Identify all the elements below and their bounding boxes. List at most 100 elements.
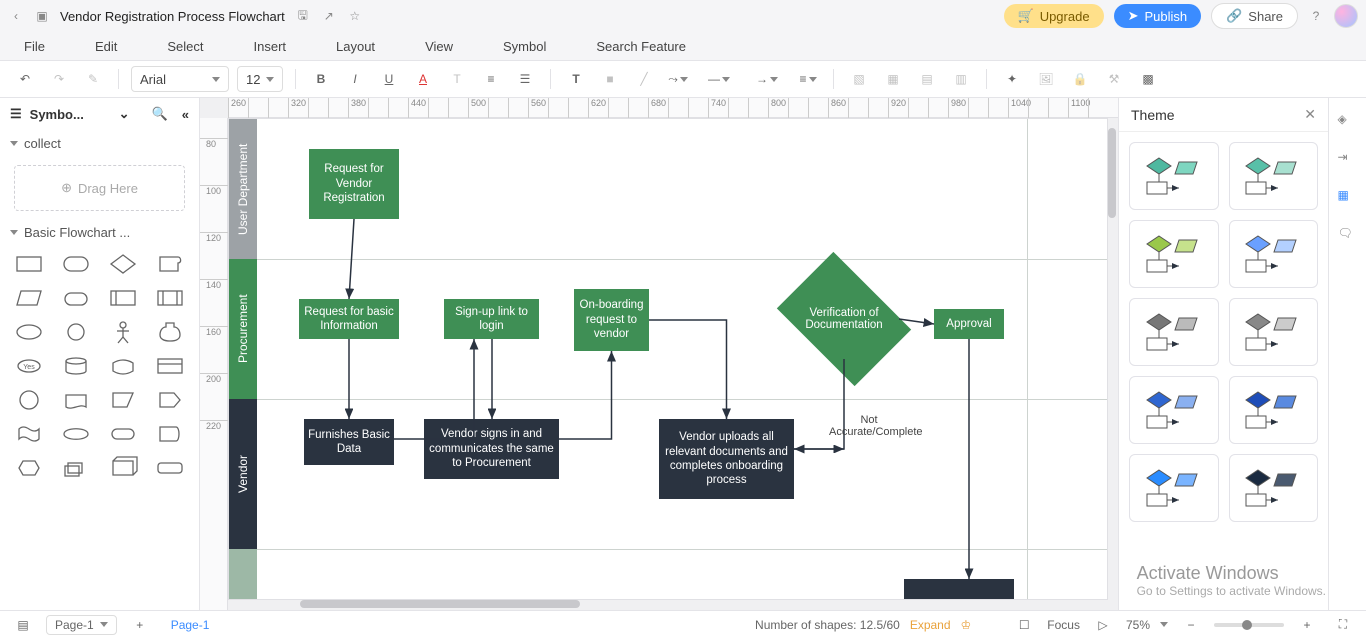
- lane-extra[interactable]: [229, 549, 257, 600]
- comment-icon[interactable]: 🗨: [1338, 226, 1358, 246]
- arrow-style-button[interactable]: →: [747, 66, 787, 92]
- palette-shape-17[interactable]: [55, 386, 98, 414]
- open-external-icon[interactable]: ↗: [321, 8, 337, 24]
- expand-link[interactable]: Expand: [910, 618, 951, 632]
- canvas-scrollbar-h[interactable]: [300, 600, 580, 608]
- menu-insert[interactable]: Insert: [254, 39, 287, 54]
- theme-swatch-5[interactable]: [1229, 298, 1319, 366]
- add-page-button[interactable]: +: [127, 612, 153, 638]
- italic-button[interactable]: I: [342, 66, 368, 92]
- palette-shape-6[interactable]: [102, 284, 145, 312]
- palette-shape-12[interactable]: Yes: [8, 352, 51, 380]
- theme-swatch-7[interactable]: [1229, 376, 1319, 444]
- palette-shape-15[interactable]: [148, 352, 191, 380]
- help-icon[interactable]: ?: [1308, 8, 1324, 24]
- format-painter-button[interactable]: ✎: [80, 66, 106, 92]
- palette-shape-0[interactable]: [8, 250, 51, 278]
- palette-shape-14[interactable]: [102, 352, 145, 380]
- palette-shape-27[interactable]: [148, 454, 191, 482]
- palette-shape-8[interactable]: [8, 318, 51, 346]
- upgrade-button[interactable]: 🛒 Upgrade: [1004, 4, 1104, 28]
- theme-swatch-4[interactable]: [1129, 298, 1219, 366]
- line-style-button[interactable]: —: [699, 66, 739, 92]
- canvas[interactable]: 2603203804405005606206807408008609209801…: [200, 98, 1118, 610]
- palette-shape-1[interactable]: [55, 250, 98, 278]
- theme-swatch-6[interactable]: [1129, 376, 1219, 444]
- menu-edit[interactable]: Edit: [95, 39, 117, 54]
- collapse-icon[interactable]: «: [182, 107, 189, 122]
- lane-vendor[interactable]: Vendor: [229, 399, 257, 549]
- text-format-button[interactable]: T: [444, 66, 470, 92]
- tools-button[interactable]: ⚒: [1101, 66, 1127, 92]
- underline-button[interactable]: U: [376, 66, 402, 92]
- menu-layout[interactable]: Layout: [336, 39, 375, 54]
- palette-shape-16[interactable]: [8, 386, 51, 414]
- align-v-button[interactable]: ☰: [512, 66, 538, 92]
- palette-shape-9[interactable]: [55, 318, 98, 346]
- page-tab[interactable]: Page-1: [163, 618, 218, 632]
- align-h-button[interactable]: ≡: [478, 66, 504, 92]
- group-button[interactable]: ▧: [846, 66, 872, 92]
- ungroup-button[interactable]: ▦: [880, 66, 906, 92]
- palette-shape-21[interactable]: [55, 420, 98, 448]
- pages-icon[interactable]: ▤: [10, 612, 36, 638]
- palette-shape-24[interactable]: [8, 454, 51, 482]
- node-n6[interactable]: Approval: [934, 309, 1004, 339]
- menu-search-feature[interactable]: Search Feature: [596, 39, 686, 54]
- lock-button[interactable]: 🔒: [1067, 66, 1093, 92]
- menu-select[interactable]: Select: [167, 39, 203, 54]
- palette-shape-3[interactable]: [148, 250, 191, 278]
- bold-button[interactable]: B: [308, 66, 334, 92]
- palette-shape-23[interactable]: [148, 420, 191, 448]
- distribute-button[interactable]: ▥: [948, 66, 974, 92]
- node-n1[interactable]: Request for Vendor Registration: [309, 149, 399, 219]
- undo-button[interactable]: ↶: [12, 66, 38, 92]
- text-tool-button[interactable]: T: [563, 66, 589, 92]
- zoom-out-button[interactable]: −: [1178, 612, 1204, 638]
- palette-shape-20[interactable]: [8, 420, 51, 448]
- connector-style-button[interactable]: ⤳: [665, 66, 691, 92]
- palette-shape-10[interactable]: [102, 318, 145, 346]
- menu-view[interactable]: View: [425, 39, 453, 54]
- node-n7[interactable]: Furnishes Basic Data: [304, 419, 394, 465]
- palette-shape-2[interactable]: [102, 250, 145, 278]
- fill-color-button[interactable]: ■: [597, 66, 623, 92]
- font-select[interactable]: Arial: [131, 66, 229, 92]
- node-n2[interactable]: Request for basic Information: [299, 299, 399, 339]
- palette-shape-19[interactable]: [148, 386, 191, 414]
- theme-swatch-9[interactable]: [1229, 454, 1319, 522]
- image-button[interactable]: 🖼: [1033, 66, 1059, 92]
- align-button[interactable]: ▤: [914, 66, 940, 92]
- font-color-button[interactable]: A: [410, 66, 436, 92]
- publish-button[interactable]: ➤ Publish: [1114, 4, 1202, 28]
- fill-tool-icon[interactable]: ◈: [1338, 112, 1358, 132]
- palette-shape-4[interactable]: [8, 284, 51, 312]
- node-n3[interactable]: Sign-up link to login: [444, 299, 539, 339]
- drag-here-dropzone[interactable]: ⊕ Drag Here: [14, 165, 185, 211]
- layout-button[interactable]: ▩: [1135, 66, 1161, 92]
- zoom-in-button[interactable]: +: [1294, 612, 1320, 638]
- page-selector[interactable]: Page-1: [46, 615, 117, 635]
- palette-shape-13[interactable]: [55, 352, 98, 380]
- apps-icon[interactable]: ▦: [1338, 188, 1358, 208]
- present-icon[interactable]: ▷: [1090, 612, 1116, 638]
- back-icon[interactable]: ‹: [8, 8, 24, 24]
- line-weight-button[interactable]: ≡: [795, 66, 821, 92]
- palette-shape-7[interactable]: [148, 284, 191, 312]
- close-icon[interactable]: ✕: [1304, 106, 1316, 123]
- palette-shape-26[interactable]: [102, 454, 145, 482]
- theme-swatch-0[interactable]: [1129, 142, 1219, 210]
- theme-swatch-1[interactable]: [1229, 142, 1319, 210]
- menu-file[interactable]: File: [24, 39, 45, 54]
- star-icon[interactable]: ☆: [347, 8, 363, 24]
- focus-button[interactable]: Focus: [1047, 618, 1080, 632]
- theme-swatch-8[interactable]: [1129, 454, 1219, 522]
- palette-shape-18[interactable]: [102, 386, 145, 414]
- node-n10[interactable]: [904, 579, 1014, 600]
- node-n4[interactable]: On-boarding request to vendor: [574, 289, 649, 351]
- share-button[interactable]: 🔗 Share: [1211, 3, 1298, 29]
- symbols-caret-icon[interactable]: ⌄: [119, 106, 130, 122]
- diagram-page[interactable]: User DepartmentProcurementVendorRequest …: [228, 118, 1108, 600]
- theme-swatch-3[interactable]: [1229, 220, 1319, 288]
- line-color-button[interactable]: ╱: [631, 66, 657, 92]
